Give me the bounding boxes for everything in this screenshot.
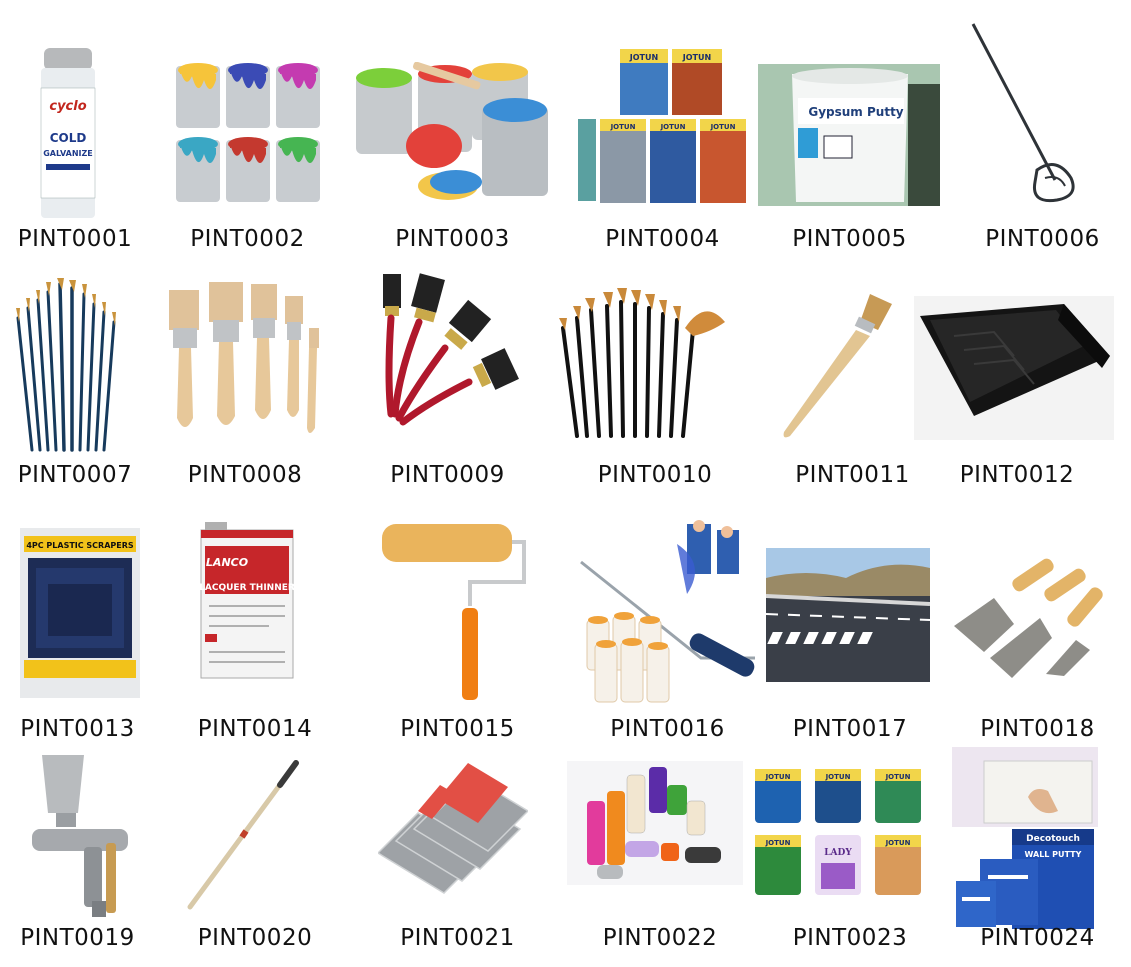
product-code: PINT0006 [985,226,1100,252]
fine-art-brushes-icon [555,288,727,438]
product-code: PINT0001 [17,226,133,252]
spray-can-icon: cyclo COLD GALVANIZE [38,40,98,220]
product-code: PINT0008 [187,462,303,488]
product-item[interactable]: PINT0015 [370,520,545,750]
paint-tray-icon [914,296,1114,440]
product-item[interactable]: JOTUN JOTUN JOTUN JOTUN JOTUN PINT0004 [575,0,750,260]
brand-text: JOTUN [710,123,736,131]
product-item[interactable]: PINT0018 [950,520,1125,750]
product-item[interactable]: PINT0010 [555,270,755,495]
brand-text: LANCO [206,556,248,569]
product-code: PINT0011 [795,462,910,488]
product-item[interactable]: PINT0019 [0,745,155,967]
brand-text: JOTUN [765,839,791,847]
product-item[interactable]: PINT0006 [960,0,1125,260]
product-code: PINT0012 [959,462,1075,488]
product-code: PINT0020 [197,925,313,951]
product-item[interactable]: Gypsum Putty PINT0005 [757,0,942,260]
product-item[interactable]: PINT0021 [370,745,545,967]
product-item[interactable]: PINT0022 [565,745,755,967]
product-code: PINT0002 [190,226,305,252]
product-code: PINT0009 [390,462,505,488]
product-code: PINT0016 [610,716,725,742]
paint-cans-icon [172,60,324,208]
putty-knives-icon [950,554,1110,678]
product-item[interactable]: PINT0016 [575,520,760,750]
product-code: PINT0024 [980,925,1095,951]
product-name-text: Gypsum Putty [808,105,903,119]
red-handle-brushes-icon [375,270,525,430]
wooden-paint-brushes-icon [165,278,323,448]
product-code: PINT0023 [792,925,908,951]
gypsum-putty-bucket-icon: Gypsum Putty [758,64,940,206]
plastic-scrapers-icon: 4PC PLASTIC SCRAPERS [20,528,140,698]
product-item[interactable]: PINT0002 [170,0,325,260]
product-item[interactable]: 4PC PLASTIC SCRAPERS PINT0013 [0,520,155,750]
product-name-text: COLD [50,131,87,145]
product-item[interactable]: PINT0012 [912,270,1122,495]
brand-text: LADY [824,848,852,858]
wall-putty-bags-icon: Decotouch WALL PUTTY [952,747,1098,933]
brand-text: JOTUN [765,773,791,781]
product-item[interactable]: PINT0009 [365,270,530,495]
product-item[interactable]: PINT0008 [165,270,325,495]
road-marking-icon [766,548,930,682]
product-name-text: cyclo [49,99,86,114]
product-item[interactable]: PINT0017 [765,520,935,750]
product-item[interactable]: JOTUN JOTUN JOTUN JOTUN LADY JOTUN PINT0… [755,745,935,967]
brand-text: JOTUN [885,839,911,847]
product-item[interactable]: LANCO LACQUER THINNER PINT0014 [175,520,335,750]
angled-brush-icon [770,290,900,440]
roller-refills-icon [577,520,757,710]
brand-text: JOTUN [660,123,686,131]
paint-mixer-icon [965,20,1085,210]
product-code: PINT0022 [602,925,718,951]
product-code: PINT0013 [20,716,135,742]
product-code: PINT0017 [792,716,908,742]
product-code: PINT0015 [400,716,515,742]
product-item[interactable]: cyclo COLD GALVANIZE PINT0001 [0,0,150,260]
lacquer-thinner-can-icon: LANCO LACQUER THINNER [199,522,295,680]
product-item[interactable]: PINT0003 [350,0,555,260]
steel-scrapers-icon [378,759,528,917]
paint-buckets-icon: JOTUN JOTUN JOTUN JOTUN JOTUN [578,45,748,205]
product-code: PINT0007 [17,462,133,488]
brand-text: Decotouch [1026,834,1080,844]
product-item[interactable]: PINT0020 [180,745,330,967]
brand-text: JOTUN [682,53,711,62]
brand-text: JOTUN [629,53,658,62]
product-name-text: LACQUER THINNER [199,583,295,593]
product-item[interactable]: PINT0007 [0,270,150,495]
product-code: PINT0004 [605,226,720,252]
product-code: PINT0003 [395,226,510,252]
product-name-text: GALVANIZE [43,149,93,158]
product-code: PINT0014 [197,716,313,742]
artist-brushes-icon [12,278,122,454]
brand-text: JOTUN [825,773,851,781]
brand-text: JOTUN [885,773,911,781]
product-code: PINT0010 [597,462,713,488]
product-code: PINT0005 [792,226,907,252]
open-paint-tins-icon [352,62,552,210]
product-name-text: 4PC PLASTIC SCRAPERS [26,541,134,550]
brand-text: JOTUN [610,123,636,131]
product-item[interactable]: Decotouch WALL PUTTY PINT0024 [950,745,1125,967]
product-name-text: WALL PUTTY [1025,850,1082,859]
paint-roller-icon [378,520,528,704]
jotun-paint-cans-icon: JOTUN JOTUN JOTUN JOTUN LADY JOTUN [749,767,929,899]
product-code: PINT0019 [20,925,135,951]
extension-pole-icon [184,759,302,911]
product-code: PINT0021 [400,925,515,951]
product-item[interactable]: PINT0011 [770,270,935,495]
product-code: PINT0018 [980,716,1095,742]
spray-paint-cans-icon [567,761,743,885]
spray-gun-icon [32,751,142,919]
